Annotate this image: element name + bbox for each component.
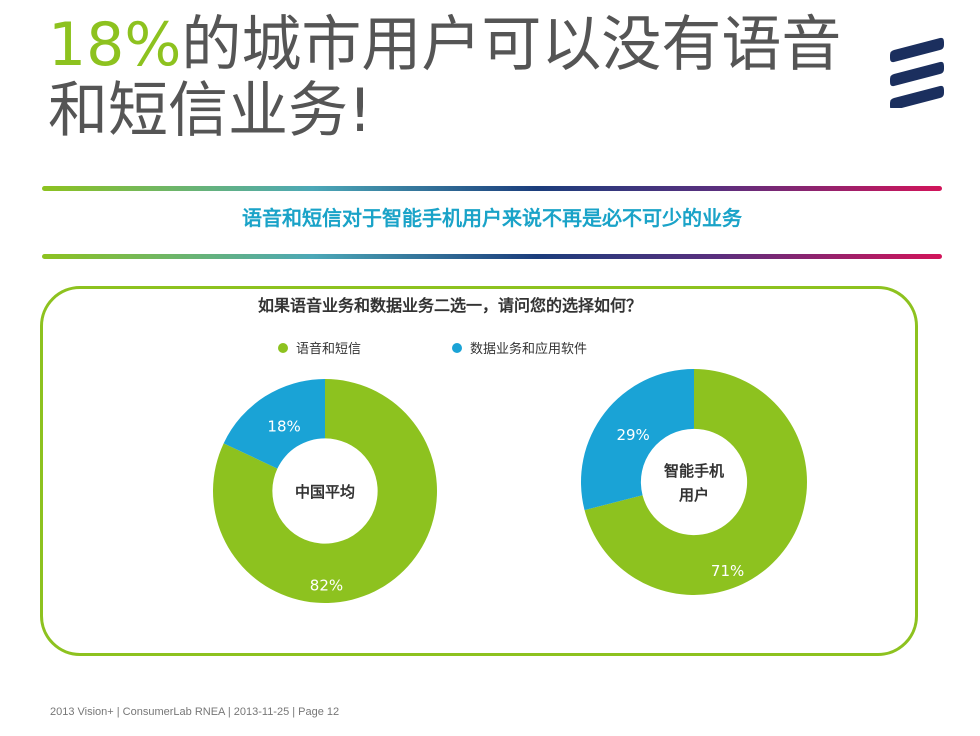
donut-smartphone-users: 71% 29% 智能手机用户 [580, 368, 808, 596]
legend-label-voice: 语音和短信 [296, 342, 362, 357]
donut0-label-1: 18% [267, 418, 300, 436]
ericsson-logo-icon [890, 37, 944, 108]
donut0-slice-0 [212, 379, 437, 603]
legend-item-voice: 语音和短信 [278, 338, 361, 357]
donut1-center-label: 智能手机 [664, 462, 724, 480]
donut1-label-1: 29% [616, 426, 649, 444]
donut0-slice-1 [223, 379, 325, 469]
chart-question: 如果语音业务和数据业务二选一，请问您的选择如何？ [257, 296, 642, 315]
banner-text: 语音和短信对于智能手机用户来说不再是必不可少的业务 [242, 206, 742, 230]
banner-top-line [42, 186, 942, 191]
donut0-label-0: 82% [310, 576, 343, 594]
footer-text: 2013 Vision+ | ConsumerLab RNEA | 2013-1… [50, 706, 340, 718]
legend-label-data: 数据业务和应用软件 [470, 342, 588, 357]
legend-item-data: 数据业务和应用软件 [452, 338, 587, 357]
title-text: 的城市用户可以没有语音和短信业务! [48, 10, 842, 146]
donut-svg-smartphone-users: 71% 29% 智能手机用户 [581, 369, 807, 595]
donut-china-average: 82% 18% 中国平均 [212, 378, 438, 604]
donut1-center-label: 用户 [679, 486, 709, 504]
slide-title: 18%的城市用户可以没有语音和短信业务! [48, 12, 868, 144]
donut1-slice-1 [581, 369, 694, 511]
chart-panel [40, 286, 918, 656]
legend-swatch-green [278, 342, 288, 353]
banner-bottom-line [42, 254, 942, 259]
donut-svg-china-average: 82% 18% 中国平均 [212, 379, 437, 603]
donut1-slice-0 [584, 369, 807, 595]
title-percent: 18% [48, 10, 182, 80]
legend-swatch-blue [452, 342, 462, 353]
donut1-label-0: 71% [711, 562, 744, 580]
donut0-center-label: 中国平均 [295, 483, 355, 501]
